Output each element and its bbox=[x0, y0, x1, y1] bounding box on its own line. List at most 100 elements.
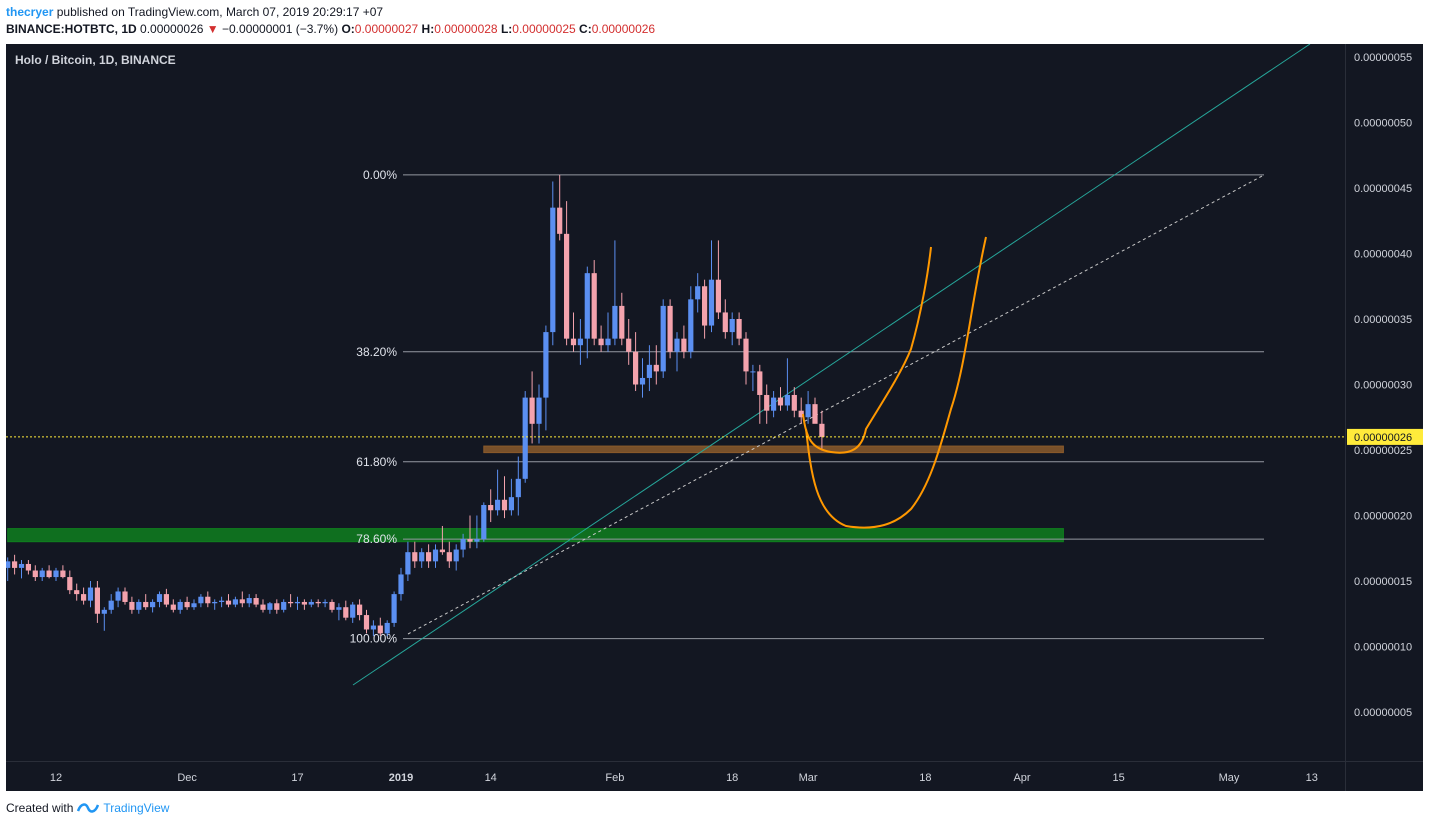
candle-body bbox=[143, 601, 149, 608]
candle-body bbox=[612, 305, 618, 339]
tradingview-brand[interactable]: TradingView bbox=[103, 801, 170, 815]
candle-body bbox=[522, 397, 528, 479]
fib-level-label: 100.00% bbox=[350, 632, 398, 646]
candle-body bbox=[177, 601, 183, 610]
candle-body bbox=[681, 338, 687, 352]
candle-body bbox=[688, 299, 694, 352]
price-tick-label: 0.00000050 bbox=[1354, 118, 1412, 130]
candle-body bbox=[653, 364, 659, 372]
candle-body bbox=[564, 233, 570, 339]
candle-body bbox=[370, 625, 376, 630]
time-tick-label: 12 bbox=[50, 772, 62, 784]
candle-body bbox=[591, 273, 597, 339]
candle-body bbox=[74, 590, 80, 595]
candle-body bbox=[550, 207, 556, 333]
price-tick-label: 0.00000025 bbox=[1354, 445, 1412, 457]
fib-level-label: 61.80% bbox=[356, 455, 397, 469]
time-tick-label: Feb bbox=[605, 772, 624, 784]
chart-title: Holo / Bitcoin, 1D, BINANCE bbox=[15, 53, 176, 67]
symbol-label: BINANCE:HOTBTC, 1D bbox=[6, 22, 137, 36]
candle-body bbox=[115, 591, 121, 601]
time-tick-label: Apr bbox=[1013, 772, 1030, 784]
candle-body bbox=[743, 338, 749, 372]
price-axis-border bbox=[1345, 44, 1346, 791]
candle-body bbox=[384, 622, 390, 634]
candle-body bbox=[232, 599, 238, 605]
candle-body bbox=[219, 600, 225, 602]
time-tick-label: 13 bbox=[1306, 772, 1318, 784]
candle-body bbox=[777, 397, 784, 406]
candle-body bbox=[32, 570, 38, 578]
candle-body bbox=[439, 549, 445, 553]
candle-body bbox=[156, 594, 163, 602]
candle-body bbox=[584, 273, 590, 339]
author-link[interactable]: thecryer bbox=[6, 5, 54, 19]
candle-body bbox=[170, 604, 176, 610]
trendlines-layer[interactable] bbox=[352, 43, 1311, 686]
drawings-layer[interactable] bbox=[802, 236, 987, 529]
candle-body bbox=[577, 338, 583, 346]
candle-body bbox=[598, 338, 604, 346]
candle-body bbox=[633, 351, 639, 385]
candle-body bbox=[294, 601, 301, 604]
price-tick-label: 0.00000020 bbox=[1354, 511, 1412, 523]
candle-body bbox=[695, 286, 701, 300]
candle-body bbox=[288, 601, 294, 604]
candle-body bbox=[764, 394, 770, 411]
candle-body bbox=[736, 319, 742, 339]
high-value: 0.00000028 bbox=[434, 22, 498, 36]
candle-body bbox=[108, 600, 114, 610]
candle-body bbox=[391, 594, 397, 623]
candles-layer bbox=[5, 174, 825, 637]
candle-body bbox=[18, 563, 25, 568]
price-chart[interactable]: 0.00% 38.20% 61.80% 78.60% 100.00% 0.0000005… bbox=[5, 43, 1423, 791]
time-axis[interactable]: 12 Dec 17 2019 14 Feb 18 Mar 18 Apr 15 May 13 bbox=[50, 772, 1318, 784]
candle-body bbox=[481, 505, 487, 540]
support-zone[interactable] bbox=[7, 528, 1064, 543]
candle-body bbox=[805, 404, 811, 418]
time-axis-border bbox=[6, 761, 1423, 762]
candle-body bbox=[543, 332, 549, 398]
candle-body bbox=[315, 601, 321, 604]
candle-body bbox=[363, 615, 370, 630]
candle-body bbox=[536, 397, 542, 424]
candle-body bbox=[757, 371, 763, 395]
small-cup-drawing[interactable] bbox=[802, 246, 932, 454]
candle-body bbox=[702, 286, 708, 326]
candle-body bbox=[60, 570, 66, 578]
time-tick-label: Mar bbox=[799, 772, 818, 784]
resistance-zone[interactable] bbox=[483, 445, 1064, 454]
candle-body bbox=[639, 377, 646, 385]
candle-body bbox=[419, 552, 425, 562]
candle-body bbox=[150, 601, 156, 608]
time-tick-label: 17 bbox=[291, 772, 303, 784]
time-tick-label: Dec bbox=[177, 772, 197, 784]
candle-body bbox=[357, 604, 363, 616]
ascending-trendline[interactable] bbox=[352, 43, 1311, 686]
candle-body bbox=[398, 574, 404, 595]
fib-retracement[interactable]: 0.00% 38.20% 61.80% 78.60% 100.00% bbox=[350, 168, 1264, 646]
candle-body bbox=[308, 601, 314, 605]
open-value: 0.00000027 bbox=[354, 22, 419, 36]
large-cup-drawing[interactable] bbox=[805, 236, 987, 529]
candle-body bbox=[446, 552, 452, 562]
candle-body bbox=[508, 497, 514, 511]
last-price-tag bbox=[1347, 428, 1423, 445]
time-tick-label: 15 bbox=[1112, 772, 1124, 784]
candle-body bbox=[81, 594, 87, 601]
candle-body bbox=[46, 570, 52, 578]
fib-level-label: 78.60% bbox=[356, 532, 397, 546]
candle-body bbox=[274, 603, 280, 610]
candle-body bbox=[25, 563, 31, 571]
price-tick-label: 0.00000045 bbox=[1354, 183, 1412, 195]
candle-body bbox=[488, 505, 494, 511]
candle-body bbox=[819, 423, 825, 437]
price-axis[interactable]: 0.00000055 0.00000050 0.00000045 0.00000040… bbox=[1354, 52, 1412, 719]
time-tick-label: 2019 bbox=[389, 772, 413, 784]
candle-body bbox=[605, 338, 611, 346]
candle-body bbox=[67, 577, 73, 591]
candle-body bbox=[260, 604, 266, 610]
candle-body bbox=[501, 499, 508, 511]
candle-body bbox=[322, 601, 328, 604]
chart-frame[interactable]: 0.00% 38.20% 61.80% 78.60% 100.00% 0.0000005… bbox=[5, 43, 1423, 791]
